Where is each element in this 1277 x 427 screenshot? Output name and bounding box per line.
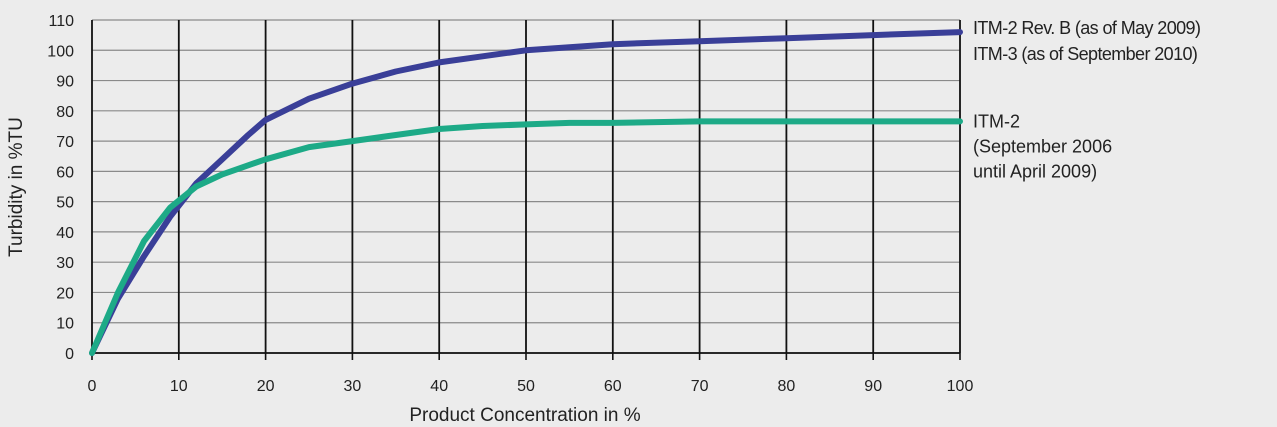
- y-tick-label: 110: [48, 13, 74, 30]
- series-label-line: ITM-3 (as of September 2010): [973, 44, 1197, 64]
- series-label-line: ITM-2 Rev. B (as of May 2009): [973, 18, 1200, 38]
- y-tick-label: 10: [56, 316, 74, 333]
- data-point: [306, 96, 312, 101]
- data-point: [220, 172, 225, 177]
- data-point: [480, 123, 485, 129]
- data-point: [523, 122, 529, 127]
- data-point: [784, 35, 789, 41]
- data-point: [246, 163, 251, 168]
- data-point: [697, 119, 702, 124]
- y-tick-label: 100: [47, 43, 74, 60]
- x-tick-label: 20: [257, 378, 275, 395]
- data-point: [871, 32, 876, 38]
- series-lines: [89, 29, 963, 356]
- x-tick-label: 10: [170, 378, 188, 395]
- series-line-2: [89, 118, 963, 356]
- y-tick-label: 60: [56, 164, 74, 181]
- data-point: [437, 60, 442, 65]
- x-tick-label: 80: [778, 378, 796, 395]
- data-point: [350, 81, 355, 86]
- data-point: [610, 120, 615, 126]
- series-label-line: (September 2006: [973, 136, 1112, 156]
- data-point: [567, 45, 572, 50]
- y-tick-label: 0: [65, 346, 74, 363]
- y-tick-label: 50: [56, 195, 74, 212]
- y-tick-label: 90: [56, 74, 74, 91]
- series-line-1: [89, 29, 963, 356]
- data-point: [350, 138, 355, 144]
- x-tick-label: 50: [517, 378, 535, 395]
- data-point: [393, 69, 398, 74]
- y-axis-tick-labels: 0 10 20 30 40 50 60 70 80 90 100 110: [47, 13, 74, 363]
- series-labels: ITM-2 Rev. B (as of May 2009) ITM-3 (as o…: [973, 18, 1201, 181]
- data-point: [263, 117, 268, 123]
- x-tick-label: 70: [691, 378, 709, 395]
- data-point: [141, 238, 147, 244]
- x-axis-title: Product Concentration in %: [409, 405, 640, 426]
- data-point: [871, 119, 876, 124]
- data-point: [697, 38, 702, 44]
- y-tick-label: 70: [56, 134, 74, 151]
- data-point: [567, 120, 572, 126]
- x-axis-tick-labels: 0 10 20 30 40 50 60 70 80 90 100: [88, 378, 974, 395]
- x-tick-label: 30: [344, 378, 362, 395]
- vertical-gridlines: [177, 20, 961, 353]
- series-label-line: ITM-2: [973, 111, 1020, 131]
- y-tick-label: 80: [56, 104, 74, 121]
- x-tick-label: 100: [947, 378, 974, 395]
- data-point: [115, 290, 121, 295]
- data-point: [523, 48, 529, 53]
- data-point: [610, 42, 615, 47]
- data-point: [957, 29, 963, 35]
- data-point: [393, 132, 398, 138]
- data-point: [306, 144, 312, 150]
- data-point: [220, 157, 225, 162]
- y-tick-label: 20: [56, 285, 74, 302]
- y-tick-label: 30: [56, 255, 74, 272]
- y-axis-title: Turbidity in %TU: [6, 117, 27, 257]
- data-point: [437, 126, 442, 132]
- data-point: [246, 132, 251, 138]
- data-point: [480, 54, 485, 59]
- axis-lines: [91, 20, 961, 360]
- x-tick-label: 40: [430, 378, 448, 395]
- data-point: [141, 253, 147, 259]
- data-point: [784, 119, 789, 124]
- data-point: [167, 214, 173, 219]
- x-tick-label: 90: [864, 378, 882, 395]
- x-tick-label: 60: [604, 378, 622, 395]
- data-point: [957, 119, 963, 124]
- series-label-line: until April 2009): [973, 161, 1097, 181]
- x-tick-label: 0: [88, 378, 97, 395]
- data-point: [263, 157, 268, 162]
- data-point: [167, 205, 173, 210]
- data-point: [193, 184, 199, 189]
- data-point: [89, 350, 95, 356]
- y-tick-label: 40: [56, 225, 74, 242]
